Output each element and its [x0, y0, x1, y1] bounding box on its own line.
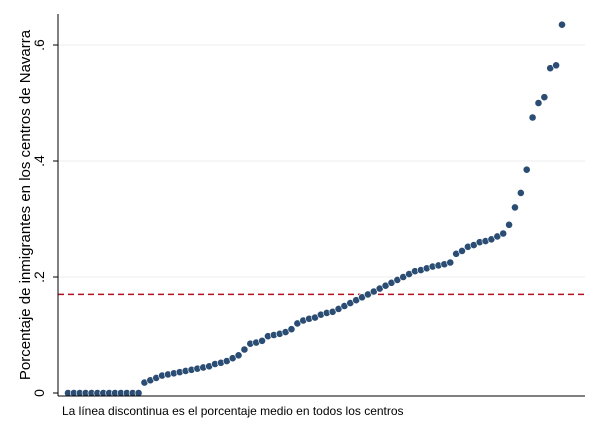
y-ticks: 0 .2 .4 .6	[31, 39, 58, 397]
y-tick-label: 0	[31, 389, 47, 397]
data-point	[258, 336, 266, 345]
data-point	[446, 258, 455, 267]
data-point	[234, 351, 243, 360]
data-point	[134, 389, 143, 397]
y-tick-label: .4	[31, 155, 47, 167]
data-point	[458, 246, 466, 255]
gridlines	[58, 44, 585, 278]
chart-note: La línea discontinua es el porcentaje me…	[62, 404, 404, 418]
y-axis-title: Porcentaje de inmigrantes en los centros…	[17, 29, 34, 380]
data-point	[528, 113, 537, 122]
data-point	[240, 345, 249, 354]
data-point	[552, 61, 561, 70]
data-point	[540, 93, 549, 102]
y-tick-label: .2	[31, 271, 47, 283]
data-point	[558, 20, 566, 29]
data-point	[534, 99, 543, 107]
data-point	[522, 165, 531, 174]
data-point	[516, 188, 525, 197]
y-tick-label: .6	[31, 39, 47, 51]
data-point	[511, 203, 519, 212]
data-point	[505, 220, 513, 229]
data-points	[64, 20, 566, 397]
data-point	[287, 325, 296, 334]
data-point	[499, 229, 508, 238]
